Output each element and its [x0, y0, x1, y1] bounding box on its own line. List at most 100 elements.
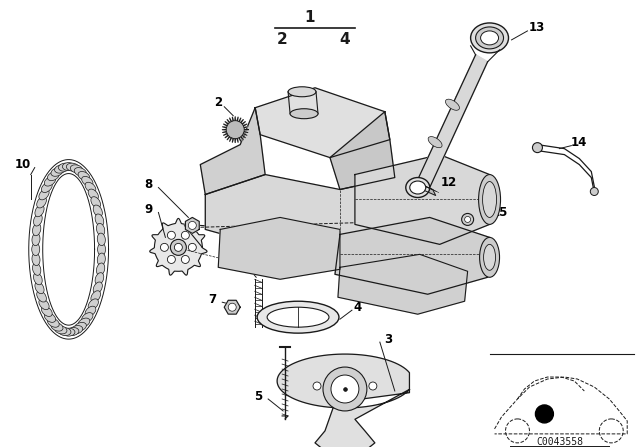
Polygon shape [335, 217, 490, 294]
Ellipse shape [54, 165, 67, 173]
Polygon shape [355, 155, 490, 244]
Circle shape [188, 221, 196, 229]
Ellipse shape [47, 318, 60, 327]
Ellipse shape [97, 233, 106, 246]
Ellipse shape [484, 244, 495, 270]
Ellipse shape [470, 23, 509, 53]
Text: 5: 5 [254, 391, 262, 404]
Ellipse shape [32, 253, 40, 266]
Ellipse shape [78, 172, 90, 181]
Polygon shape [415, 181, 436, 195]
Text: 10: 10 [15, 158, 31, 171]
Circle shape [181, 231, 189, 239]
Ellipse shape [479, 237, 500, 277]
Ellipse shape [36, 197, 47, 208]
Ellipse shape [74, 168, 86, 177]
Polygon shape [224, 300, 240, 314]
Polygon shape [277, 354, 410, 448]
Ellipse shape [93, 205, 102, 217]
Ellipse shape [91, 197, 100, 208]
Ellipse shape [445, 99, 460, 110]
Circle shape [168, 255, 175, 263]
Text: 2: 2 [276, 32, 287, 47]
Ellipse shape [42, 306, 52, 316]
Ellipse shape [288, 87, 316, 97]
Polygon shape [338, 254, 468, 314]
Circle shape [161, 243, 168, 251]
Ellipse shape [51, 168, 63, 177]
Ellipse shape [54, 326, 67, 334]
Polygon shape [186, 217, 199, 233]
Polygon shape [200, 108, 265, 194]
Polygon shape [255, 88, 390, 158]
Ellipse shape [74, 323, 86, 331]
Circle shape [170, 239, 186, 255]
Ellipse shape [44, 313, 56, 323]
Ellipse shape [33, 273, 42, 285]
Circle shape [536, 405, 554, 423]
Ellipse shape [42, 182, 52, 193]
Text: 15: 15 [492, 206, 508, 219]
Polygon shape [218, 217, 340, 279]
Ellipse shape [51, 323, 63, 331]
Ellipse shape [36, 291, 47, 302]
Ellipse shape [70, 326, 83, 334]
Ellipse shape [481, 31, 499, 45]
Ellipse shape [62, 163, 75, 171]
Circle shape [532, 142, 543, 153]
Ellipse shape [479, 175, 500, 224]
Ellipse shape [44, 177, 56, 186]
Polygon shape [222, 116, 248, 142]
Ellipse shape [290, 109, 318, 119]
Text: 1: 1 [305, 10, 316, 26]
Ellipse shape [62, 328, 75, 336]
Ellipse shape [95, 273, 104, 285]
Text: 12: 12 [440, 176, 457, 189]
Ellipse shape [33, 263, 41, 276]
Text: 13: 13 [528, 22, 545, 34]
Ellipse shape [78, 318, 90, 327]
Text: 11: 11 [454, 95, 470, 108]
Ellipse shape [476, 27, 504, 49]
Polygon shape [205, 175, 398, 247]
Text: 8: 8 [144, 178, 152, 191]
Ellipse shape [267, 307, 329, 327]
Text: 14: 14 [571, 136, 588, 149]
Circle shape [465, 216, 470, 222]
Ellipse shape [85, 182, 96, 193]
Text: 4: 4 [340, 32, 350, 47]
Ellipse shape [58, 163, 71, 171]
Ellipse shape [91, 291, 100, 302]
Ellipse shape [97, 243, 106, 256]
Ellipse shape [67, 327, 79, 336]
Text: 2: 2 [214, 96, 222, 109]
Ellipse shape [88, 189, 99, 200]
Ellipse shape [67, 163, 79, 171]
Ellipse shape [32, 233, 40, 246]
Circle shape [181, 255, 189, 263]
Circle shape [174, 243, 182, 251]
Polygon shape [150, 219, 207, 275]
Text: 6: 6 [224, 246, 232, 259]
Ellipse shape [483, 181, 497, 217]
Ellipse shape [257, 301, 339, 333]
Ellipse shape [58, 327, 71, 336]
Ellipse shape [93, 282, 102, 294]
Ellipse shape [35, 282, 44, 294]
Ellipse shape [428, 137, 442, 148]
Ellipse shape [33, 214, 42, 226]
Circle shape [323, 367, 367, 411]
Circle shape [227, 121, 244, 138]
Ellipse shape [97, 253, 106, 266]
Circle shape [188, 243, 196, 251]
Circle shape [331, 375, 359, 403]
Ellipse shape [88, 299, 99, 310]
Ellipse shape [33, 224, 41, 236]
Polygon shape [330, 112, 395, 190]
Circle shape [590, 188, 598, 195]
Circle shape [369, 382, 377, 390]
Text: 3: 3 [384, 332, 392, 345]
Polygon shape [418, 55, 488, 188]
Circle shape [228, 303, 236, 311]
Ellipse shape [82, 177, 93, 186]
